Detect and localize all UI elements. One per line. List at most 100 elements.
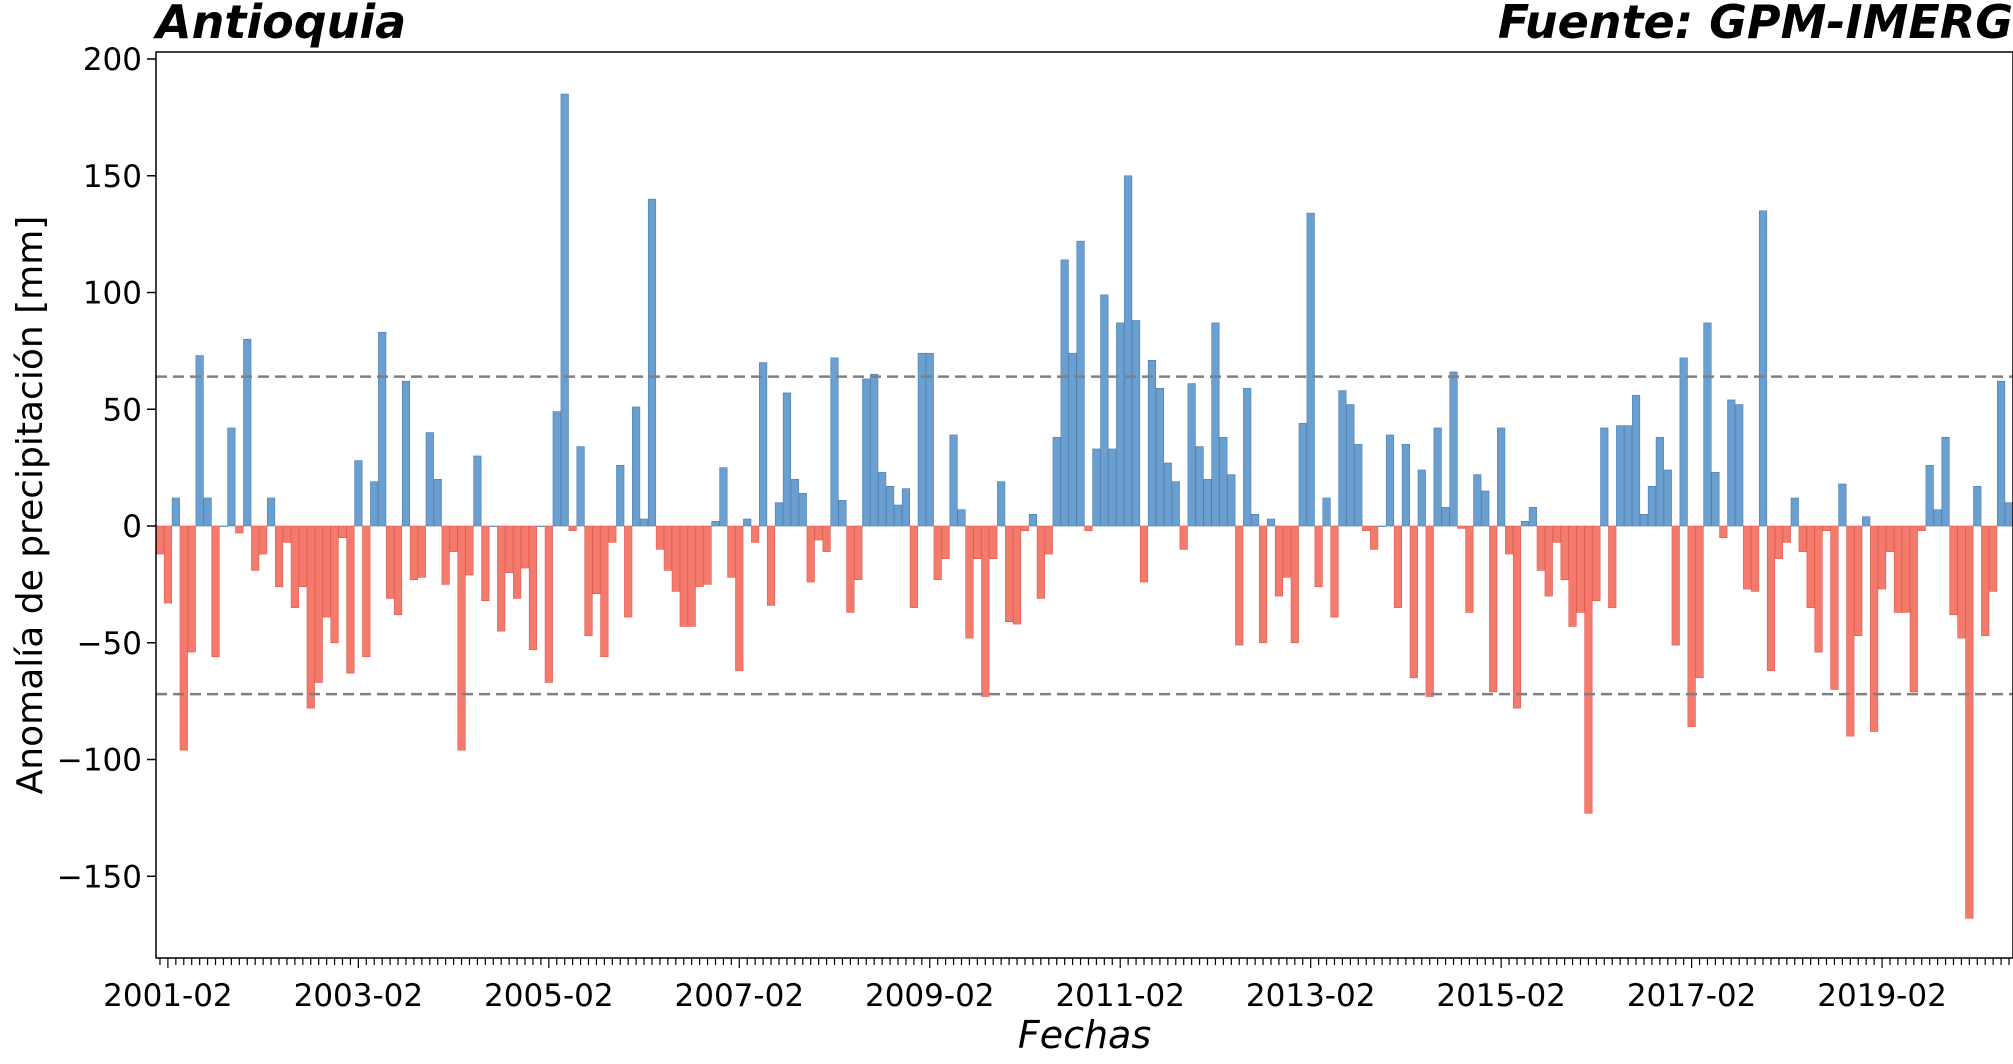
y-tick-label: −150 [57,859,142,895]
bar [632,406,641,527]
bar [1005,525,1014,623]
bar [830,357,839,527]
bar [489,525,498,527]
bar [1766,525,1776,672]
bar [766,525,776,606]
bar [806,525,815,583]
bar [1132,320,1141,527]
bar [727,525,736,578]
bar [1362,525,1371,531]
bar [1354,443,1363,527]
bar [1846,525,1855,737]
bar [1909,525,1918,693]
bar [1092,448,1101,527]
bar [243,338,252,527]
bar [1568,525,1577,627]
bar [362,525,371,658]
bar [1647,486,1656,527]
bar [1735,404,1744,527]
x-axis-label: Fechas [1018,1013,1151,1057]
bar [854,525,863,581]
bar [600,525,609,658]
bar [1806,525,1815,609]
bar [1243,387,1252,527]
bar [187,525,196,653]
bar [1139,525,1149,583]
bar [481,525,490,602]
bar [1195,446,1204,527]
bar [782,392,791,527]
y-tick-label: −50 [77,626,142,662]
x-tick-label: 2003-02 [294,978,424,1014]
bar [552,411,561,527]
bar [1409,525,1418,679]
bar [973,525,982,560]
bar [893,504,903,527]
bar [870,373,879,527]
bar [1449,371,1458,527]
bar [1012,525,1022,625]
bar [1774,525,1783,560]
bar [2004,502,2013,527]
bar [266,497,276,527]
bar [671,525,680,592]
bar [1147,359,1157,527]
bar [1028,514,1037,527]
bar [1631,394,1641,527]
bar [1401,443,1410,527]
bar [1108,448,1117,527]
bar [465,525,474,576]
bar [981,525,990,697]
bar [1060,259,1069,527]
bar [1227,474,1236,527]
bar [1084,525,1093,531]
bar [449,525,458,553]
bar [1370,525,1379,550]
bar [774,502,784,527]
bar [592,525,601,595]
bar [1219,436,1228,527]
bar [759,362,768,527]
bar [608,525,617,543]
bar [457,525,466,751]
bar [838,500,847,527]
bar [1433,427,1442,527]
bar [1346,404,1355,527]
bar [1838,483,1847,527]
bar [1679,357,1688,527]
bar [346,525,355,674]
bar [497,525,506,632]
bar [1997,380,2006,527]
bar [1814,525,1823,653]
bar [1322,497,1331,527]
bar [1782,525,1791,543]
bar [1624,425,1633,527]
bar [822,525,831,553]
bar [1870,525,1879,732]
x-axis-ticks: 2001-02 2003-02 2005-02 2007-02 2009-02 2011-… [103,958,2010,1014]
bar [1441,507,1450,527]
bar [1505,525,1514,555]
x-tick-label: 2015-02 [1436,978,1566,1014]
bar [1925,464,1934,527]
bar [1758,210,1768,527]
bar [425,432,434,527]
x-tick-label: 2005-02 [484,978,614,1014]
bar [679,525,688,627]
bar [862,378,871,527]
y-tick-label: 200 [83,42,142,78]
bar [386,525,395,599]
bar [1266,518,1276,527]
bar [1901,525,1910,613]
bar [505,525,514,574]
bar [687,525,696,627]
bar [751,525,760,543]
bar [393,525,403,616]
bar [1743,525,1752,590]
bar [1862,516,1871,527]
bar [179,525,188,751]
bar [846,525,855,613]
bar [219,525,228,527]
bar [1616,425,1625,527]
